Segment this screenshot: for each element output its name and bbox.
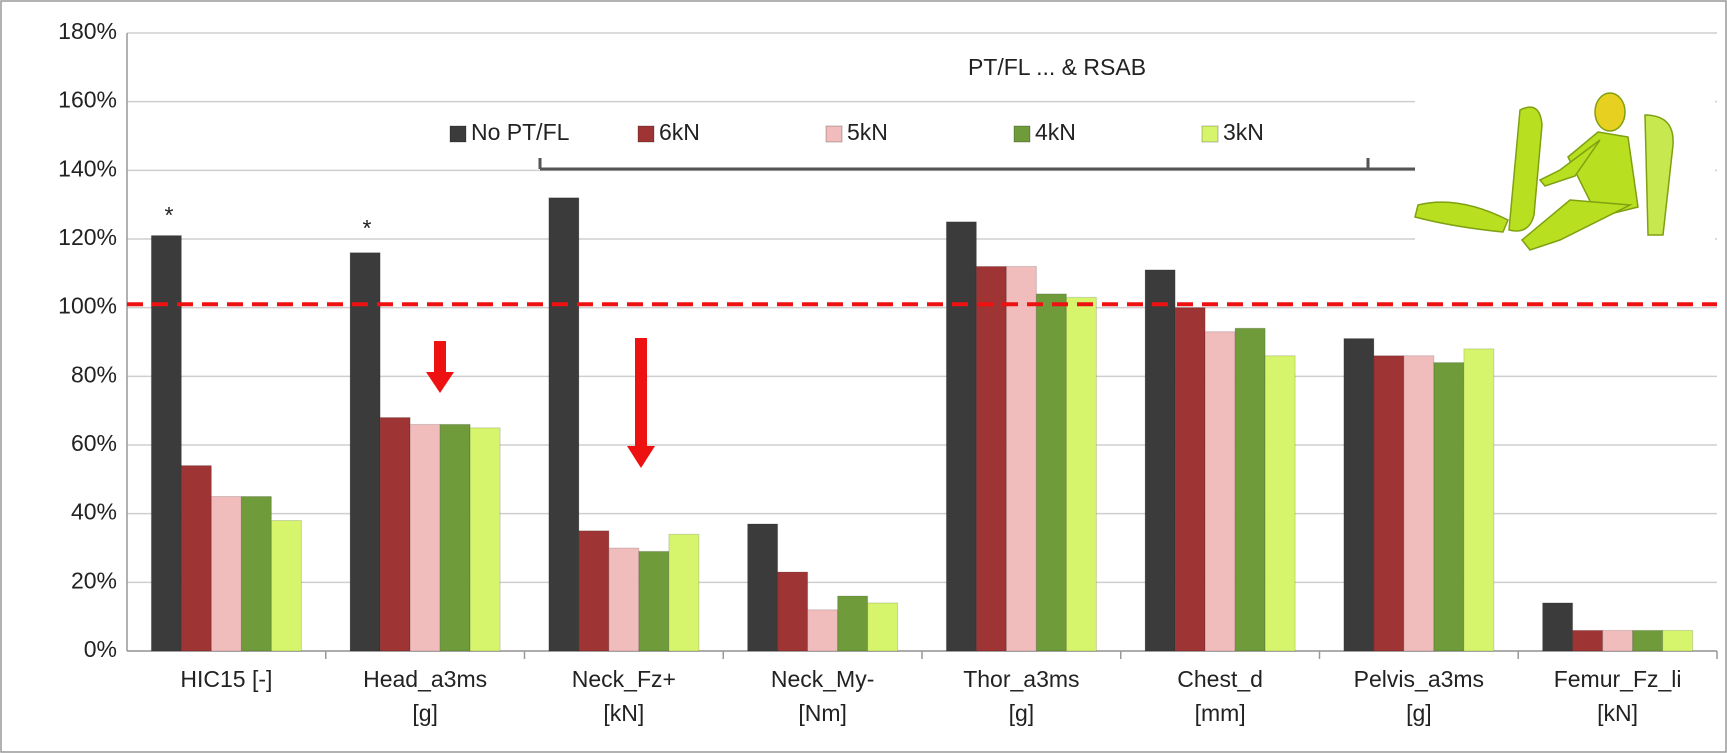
y-tick-label: 140% — [58, 155, 117, 181]
annotation: * — [165, 202, 174, 228]
annotation: * — [363, 215, 372, 241]
bar — [181, 466, 211, 651]
bar — [271, 521, 301, 651]
bar — [1603, 630, 1633, 651]
bar — [410, 424, 440, 651]
dummy-illustration — [1415, 70, 1715, 280]
y-tick-label: 180% — [58, 18, 117, 44]
bar — [1573, 630, 1603, 651]
bar — [1066, 297, 1096, 651]
bar — [579, 531, 609, 651]
bar — [1404, 356, 1434, 651]
bar — [1543, 603, 1573, 651]
bar — [1145, 270, 1175, 651]
bar — [1663, 630, 1693, 651]
bar — [778, 572, 808, 651]
bar — [151, 236, 181, 651]
x-tick-label: HIC15 [-] — [180, 666, 272, 692]
y-tick-label: 20% — [71, 567, 117, 593]
bar — [1265, 356, 1295, 651]
bar — [946, 222, 976, 651]
bar — [976, 266, 1006, 651]
bar — [1374, 356, 1404, 651]
bar — [748, 524, 778, 651]
bar — [241, 497, 271, 652]
bar — [1464, 349, 1494, 651]
legend-label: 4kN — [1035, 119, 1076, 145]
page: {"chart_data": { "type": "bar", "annotat… — [0, 0, 1727, 753]
bar — [808, 610, 838, 651]
legend-swatch — [826, 126, 842, 142]
y-tick-label: 40% — [71, 499, 117, 525]
legend-swatch — [1014, 126, 1030, 142]
bar — [1006, 266, 1036, 651]
legend-label: 3kN — [1223, 119, 1264, 145]
chart: 0% 20% 40% 60% 80% 100% 120% 140% 160% 180% HIC15 … — [0, 0, 1727, 753]
legend-swatch — [450, 126, 466, 142]
bar — [1434, 363, 1464, 651]
bar — [838, 596, 868, 651]
bar — [440, 424, 470, 651]
bar — [639, 551, 669, 651]
legend-label: 6kN — [659, 119, 700, 145]
bar — [1036, 294, 1066, 651]
bar — [669, 534, 699, 651]
legend-swatch — [638, 126, 654, 142]
annotation: PT/FL ... & RSAB — [968, 54, 1146, 80]
y-tick-label: 0% — [84, 636, 117, 662]
y-tick-label: 60% — [71, 430, 117, 456]
bar — [1344, 339, 1374, 651]
bar — [549, 198, 579, 651]
bar — [350, 253, 380, 651]
y-tick-label: 100% — [58, 293, 117, 319]
legend-label: 5kN — [847, 119, 888, 145]
y-tick-label: 80% — [71, 361, 117, 387]
y-tick-label: 160% — [58, 87, 117, 113]
legend-swatch — [1202, 126, 1218, 142]
bar — [1235, 328, 1265, 651]
legend-label: No PT/FL — [471, 119, 570, 145]
bar — [868, 603, 898, 651]
bar — [470, 428, 500, 651]
bar — [380, 418, 410, 651]
bar — [1633, 630, 1663, 651]
y-tick-label: 120% — [58, 224, 117, 250]
bar — [1175, 308, 1205, 651]
bar — [211, 497, 241, 652]
bar — [609, 548, 639, 651]
bar — [1205, 332, 1235, 651]
